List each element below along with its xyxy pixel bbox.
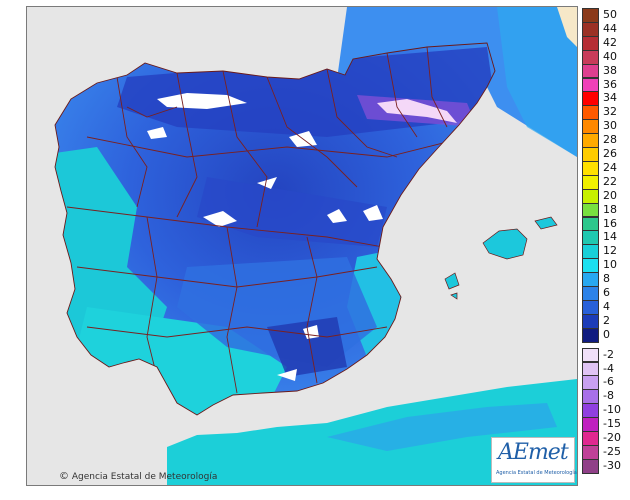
snow-iberico <box>327 209 347 223</box>
legend-swatch-negative-6 <box>582 431 599 446</box>
legend-swatch-positive-7 <box>582 105 599 121</box>
legend-label-positive-10: 26 <box>603 147 617 160</box>
legend-swatch-positive-13 <box>582 188 599 204</box>
legend-label-positive-7: 32 <box>603 105 617 119</box>
legend-label-positive-8: 30 <box>603 119 617 133</box>
legend-label-positive-1: 44 <box>603 21 617 35</box>
legend-swatch-positive-2 <box>582 35 599 51</box>
snow-teruel <box>363 205 383 221</box>
legend-label-positive-20: 6 <box>603 286 610 299</box>
legend-label-positive-3: 40 <box>603 49 617 63</box>
legend-swatch-positive-19 <box>582 272 599 287</box>
legend-swatch-positive-5 <box>582 77 599 93</box>
legend-swatch-negative-3 <box>582 389 599 405</box>
legend-swatch-positive-10 <box>582 147 599 162</box>
legend-swatch-positive-11 <box>582 160 599 176</box>
france-south-warm <box>497 7 577 157</box>
snow-sistema-central <box>257 177 277 189</box>
legend-swatch-positive-18 <box>582 258 599 274</box>
france-edge <box>557 7 577 47</box>
legend-label-negative-4: -10 <box>603 403 621 417</box>
menorca-island <box>534 216 558 230</box>
snow-leon <box>147 127 167 139</box>
legend-label-positive-19: 8 <box>603 272 610 286</box>
legend-label-negative-3: -8 <box>603 389 614 403</box>
legend-label-positive-13: 20 <box>603 188 617 202</box>
legend-label-positive-22: 2 <box>603 313 610 327</box>
legend-swatch-positive-6 <box>582 91 599 107</box>
map-credit: © Agencia Estatal de Meteorología <box>59 471 217 482</box>
legend-swatch-positive-9 <box>582 133 599 148</box>
legend-swatch-negative-0 <box>582 347 599 363</box>
legend-swatch-positive-1 <box>582 21 599 37</box>
legend-label-positive-14: 18 <box>603 202 617 216</box>
legend-label-positive-2: 42 <box>603 35 617 49</box>
temperature-map: © Agencia Estatal de Meteorología <box>26 6 578 486</box>
legend-swatch-positive-3 <box>582 49 599 65</box>
legend-label-negative-2: -6 <box>603 375 614 389</box>
legend-label-negative-6: -20 <box>603 431 621 444</box>
legend-swatch-positive-15 <box>582 216 599 232</box>
mallorca-island <box>482 228 528 260</box>
legend-swatch-positive-23 <box>582 327 599 343</box>
credit-text: Agencia Estatal de Meteorología <box>71 472 218 482</box>
legend-swatch-positive-4 <box>582 63 599 79</box>
legend-swatch-positive-16 <box>582 230 599 246</box>
legend-swatch-positive-17 <box>582 244 599 260</box>
legend-label-negative-0: -2 <box>603 347 614 361</box>
logo-text: AEmet <box>498 440 569 465</box>
province-borders <box>66 46 468 394</box>
ibiza-island <box>444 272 460 290</box>
formentera-island <box>450 292 458 300</box>
legend-label-positive-23: 0 <box>603 327 610 341</box>
legend-swatch-negative-8 <box>582 458 599 474</box>
color-legend: 50 44 42 40 38 36 34 32 30 28 26 24 22 20 18 16 14 12 10 8 6… <box>582 6 630 484</box>
legend-label-negative-8: -30 <box>603 458 621 472</box>
legend-swatch-negative-5 <box>582 417 599 432</box>
snow-cantabrian <box>157 93 247 109</box>
aemet-logo: AEmet Agencia Estatal de Meteorología <box>491 437 577 483</box>
legend-label-negative-1: -4 <box>603 361 614 375</box>
legend-swatch-negative-1 <box>582 361 599 377</box>
legend-swatch-negative-4 <box>582 403 599 419</box>
legend-label-negative-7: -25 <box>603 444 621 458</box>
iberia-coastline <box>54 42 496 416</box>
legend-label-positive-5: 36 <box>603 77 617 91</box>
iberia-map-graphic <box>54 7 577 485</box>
north-africa-relief <box>327 403 557 451</box>
legend-label-positive-17: 12 <box>603 244 617 258</box>
logo-subtext: Agencia Estatal de Meteorología <box>496 470 577 476</box>
legend-label-positive-18: 10 <box>603 258 617 272</box>
legend-swatch-positive-12 <box>582 174 599 190</box>
legend-label-negative-5: -15 <box>603 417 621 431</box>
snow-gredos <box>203 211 237 227</box>
legend-swatch-negative-2 <box>582 375 599 391</box>
legend-label-positive-0: 50 <box>603 8 617 21</box>
copyright-icon: © <box>59 471 69 482</box>
legend-label-positive-12: 22 <box>603 174 617 188</box>
legend-label-positive-6: 34 <box>603 91 617 105</box>
legend-label-positive-9: 28 <box>603 133 617 147</box>
legend-label-positive-15: 16 <box>603 216 617 230</box>
legend-swatch-positive-20 <box>582 286 599 301</box>
legend-swatch-positive-0 <box>582 8 599 23</box>
legend-swatch-positive-21 <box>582 299 599 315</box>
legend-swatch-positive-22 <box>582 313 599 329</box>
legend-label-positive-4: 38 <box>603 63 617 77</box>
legend-swatch-positive-14 <box>582 202 599 218</box>
snow-sierra-nevada <box>277 369 297 381</box>
legend-swatch-positive-8 <box>582 119 599 135</box>
cold-central-band <box>197 177 387 247</box>
legend-label-positive-16: 14 <box>603 230 617 244</box>
legend-swatch-negative-7 <box>582 444 599 460</box>
legend-label-positive-11: 24 <box>603 160 617 174</box>
legend-label-positive-21: 4 <box>603 299 610 313</box>
